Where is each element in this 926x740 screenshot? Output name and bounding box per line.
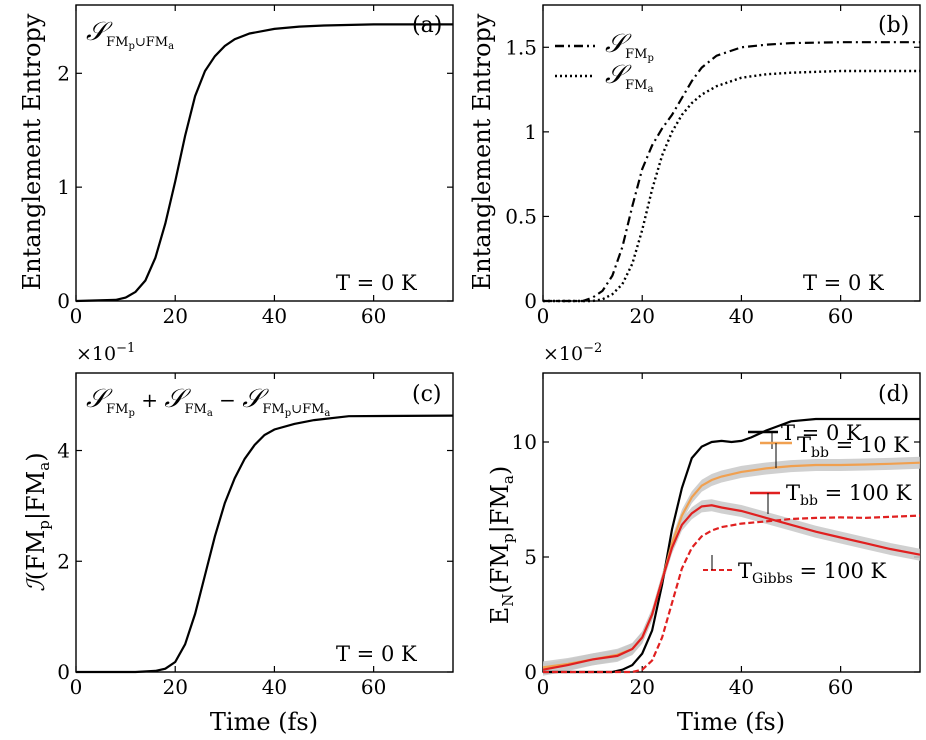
panel-d-ylabel: EN(FMp|FMa): [486, 466, 517, 625]
panel-c-ytick-label: 4: [57, 439, 70, 463]
panel-d-label: (d): [878, 382, 909, 407]
panel-b-xtick-label: 20: [629, 304, 654, 328]
panel-a-series-0-line: [75, 23, 453, 303]
panel-c-legend: 𝒮FMp + 𝒮FMa − 𝒮FMp∪FMa: [86, 384, 330, 419]
panel-b-series-0-line: [543, 41, 920, 303]
panel-b-legend-1: 𝒮FMp: [605, 29, 654, 64]
panel-d-series-2-band: [543, 499, 920, 676]
panel-c-series-0-line: [76, 414, 454, 674]
panel-b-series: [543, 41, 920, 303]
panel-c-ylabel: ℐ(FMp|FMa): [22, 452, 53, 591]
panel-a-ytick-label: 0: [57, 289, 70, 313]
panel-b-xtick-label: 40: [729, 304, 754, 328]
panel-a-xtick-label: 60: [361, 304, 386, 328]
annot-t0-text: T = 0 K: [781, 421, 862, 445]
panel-a-temperature: T = 0 K: [336, 271, 417, 295]
panel-c-ticks: 0 20 40 60 0 2 4: [57, 373, 453, 699]
annot-tbb10-text: Tbb = 10 K: [797, 433, 909, 461]
panel-a-xtick-label: 40: [262, 304, 287, 328]
panel-c-ytick-label: 2: [57, 549, 70, 573]
panel-c-frame: [75, 372, 454, 673]
panel-a-ylabel: Entanglement Entropy: [18, 13, 46, 290]
panel-b-ytick-label: 0: [524, 289, 537, 313]
panel-d-xtick-label: 60: [828, 675, 853, 699]
panel-c-xtick-label: 20: [162, 675, 187, 699]
panel-b-ticks: 0 20 40 60 0 0.5 1 1.5: [505, 5, 920, 328]
panel-a-series: [75, 23, 453, 303]
panel-b-ytick-label: 0.5: [505, 204, 537, 228]
panel-a-label: (a): [412, 13, 442, 38]
panel-b-frame: [542, 4, 921, 302]
panel-d-ytick-label: 5: [524, 545, 537, 569]
panel-d-xtick-label: 20: [629, 675, 654, 699]
panel-c-series: [76, 414, 454, 674]
panel-c-label: (c): [412, 382, 442, 407]
annot-gibbs-text: TGibbs = 100 K: [738, 559, 887, 587]
panel-c-xtick-label: 40: [262, 675, 287, 699]
panel-a-ytick-label: 2: [57, 61, 70, 85]
panel-c-xlabel: Time (fs): [210, 708, 318, 736]
panel-a-ticks: 0 20 40 60 0 1 2: [57, 5, 453, 328]
panel-d-xlabel: Time (fs): [677, 708, 785, 736]
panel-d-xtick-label: 0: [537, 675, 550, 699]
annot-tbb100-text: Tbb = 100 K: [786, 481, 912, 509]
panel-b-temperature: T = 0 K: [803, 271, 884, 295]
panel-d-series-2-line: [542, 504, 921, 671]
panel-b-series-1-line: [543, 69, 920, 303]
panel-d-multiplier: ×10−2: [543, 341, 602, 365]
panel-d-series-3-line: [543, 514, 921, 674]
panel-d: 0 20 40 60 0 5 10 ×10−2 (d) T = 0 K Tbb = 10 K…: [486, 341, 921, 736]
panel-a-legend: 𝒮FMp∪FMa: [86, 17, 174, 52]
panel-d-series: [542, 417, 921, 676]
panel-a-xtick-label: 0: [70, 304, 83, 328]
panel-a-xtick-label: 20: [162, 304, 187, 328]
panel-a: 0 20 40 60 0 1 2 (a) 𝒮FMp∪FMa T = 0 K Entangle…: [18, 4, 454, 328]
panel-d-ytick-label: 0: [524, 660, 537, 684]
panel-b-ylabel: Entanglement Entropy: [468, 13, 496, 290]
panel-c-xtick-label: 60: [361, 675, 386, 699]
panel-b-ytick-label: 1: [524, 120, 537, 144]
panel-b-xtick-label: 0: [537, 304, 550, 328]
panel-c: 0 20 40 60 0 2 4 ×10−1 (c) 𝒮FMp + 𝒮FMa − 𝒮FMp∪…: [22, 341, 454, 736]
panel-c-multiplier: ×10−1: [76, 341, 135, 365]
panel-b: 0 20 40 60 0 0.5 1 1.5 (b) 𝒮FMp 𝒮FMa T = 0 K En…: [468, 4, 921, 328]
panel-b-ytick-label: 1.5: [505, 35, 537, 59]
panel-a-ytick-label: 1: [57, 175, 70, 199]
panel-c-xtick-label: 0: [70, 675, 83, 699]
panel-d-frame: [542, 372, 921, 673]
panel-c-temperature: T = 0 K: [336, 642, 417, 666]
panel-b-xtick-label: 60: [828, 304, 853, 328]
panel-b-label: (b): [878, 13, 909, 38]
panel-d-ytick-label: 10: [512, 430, 537, 454]
panel-a-frame: [75, 4, 454, 302]
panel-d-xtick-label: 40: [729, 675, 754, 699]
panel-b-legend-2: 𝒮FMa: [605, 60, 653, 95]
panel-c-ytick-label: 0: [57, 660, 70, 684]
